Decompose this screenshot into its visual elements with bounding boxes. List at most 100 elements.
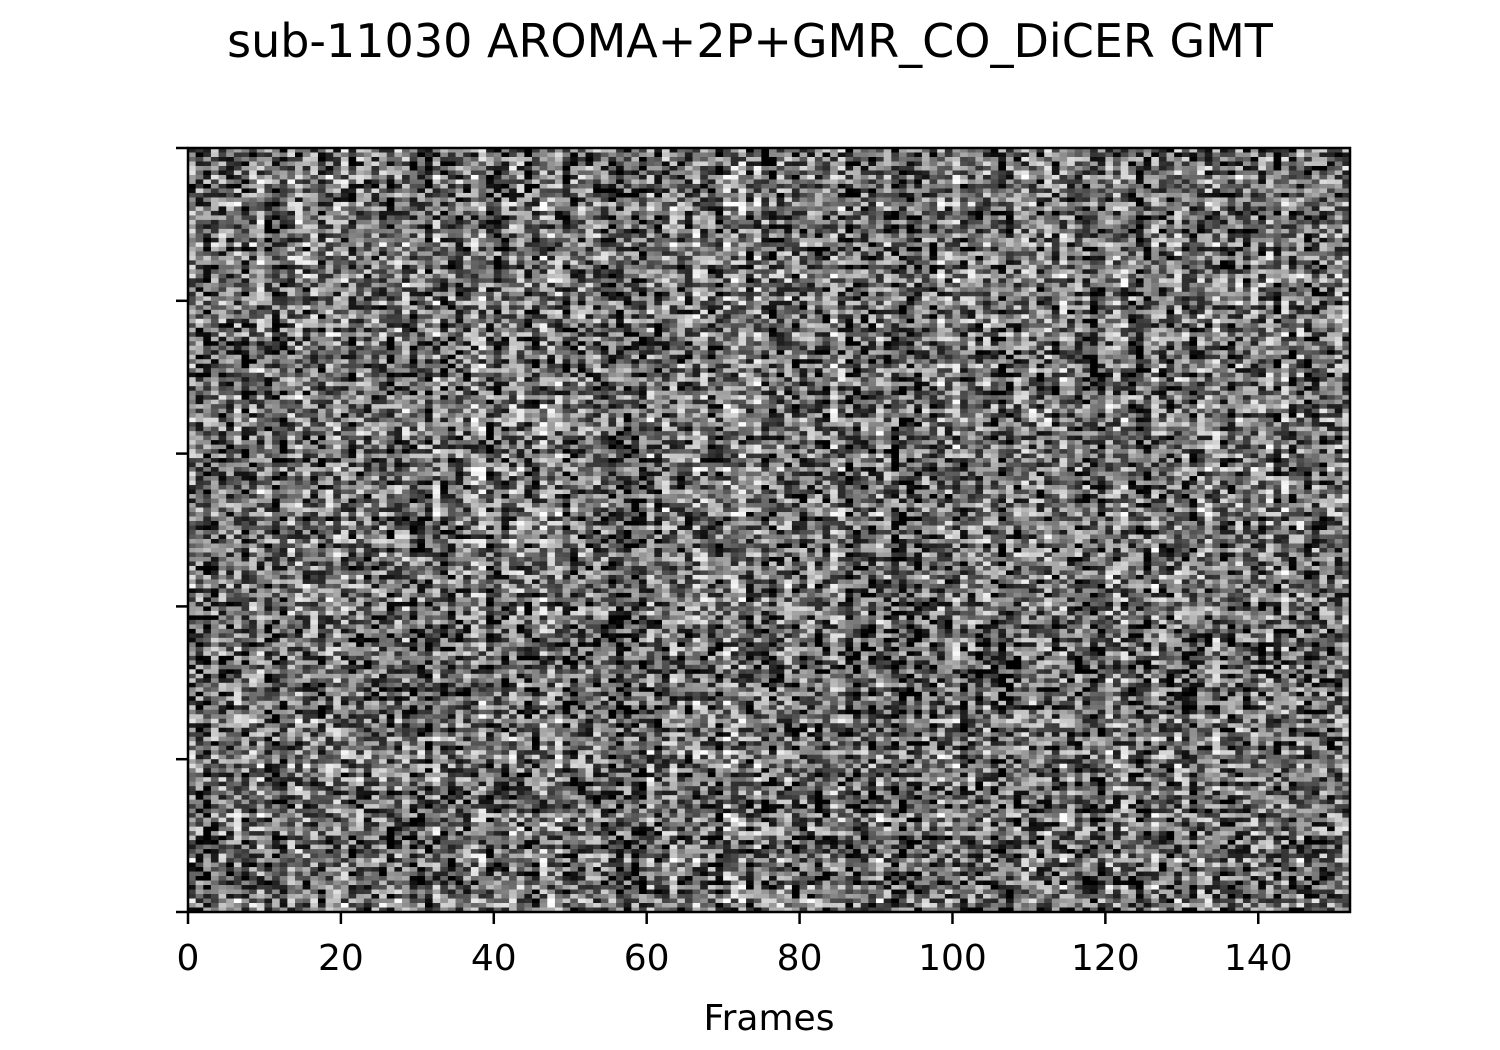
- heatmap-cell: [242, 161, 250, 166]
- heatmap-cell: [272, 795, 280, 800]
- heatmap-cell: [264, 355, 272, 360]
- heatmap-cell: [203, 624, 211, 629]
- heatmap-cell: [371, 845, 379, 850]
- heatmap-cell: [249, 188, 257, 193]
- heatmap-cell: [234, 557, 242, 562]
- heatmap-cell: [234, 211, 242, 216]
- heatmap-cell: [394, 705, 402, 710]
- heatmap-cell: [226, 885, 234, 890]
- heatmap-cell: [364, 845, 372, 850]
- heatmap-cell: [257, 494, 265, 499]
- heatmap-cell: [219, 723, 227, 728]
- heatmap-cell: [234, 508, 242, 513]
- heatmap-cell: [341, 431, 349, 436]
- heatmap-cell: [226, 737, 234, 742]
- heatmap-cell: [211, 472, 219, 477]
- heatmap-cell: [280, 660, 288, 665]
- heatmap-cell: [226, 413, 234, 418]
- heatmap-cell: [356, 746, 364, 751]
- heatmap-cell: [341, 890, 349, 895]
- heatmap-cell: [326, 233, 334, 238]
- heatmap-cell: [203, 422, 211, 427]
- heatmap-cell: [402, 283, 410, 288]
- heatmap-cell: [341, 427, 349, 432]
- heatmap-cell: [341, 903, 349, 908]
- heatmap-cell: [287, 534, 295, 539]
- heatmap-cell: [410, 341, 418, 346]
- heatmap-cell: [295, 552, 303, 557]
- heatmap-cell: [257, 445, 265, 450]
- heatmap-cell: [242, 400, 250, 405]
- heatmap-cell: [341, 512, 349, 517]
- heatmap-cell: [394, 314, 402, 319]
- heatmap-cells: [188, 148, 1350, 912]
- heatmap-cell: [234, 476, 242, 481]
- heatmap-cell: [234, 521, 242, 526]
- heatmap-cell: [280, 166, 288, 171]
- heatmap-cell: [326, 454, 334, 459]
- heatmap-cell: [295, 867, 303, 872]
- heatmap-cell: [333, 238, 341, 243]
- heatmap-cell: [196, 364, 204, 369]
- heatmap-cell: [264, 809, 272, 814]
- heatmap-cell: [394, 633, 402, 638]
- heatmap-cell: [264, 660, 272, 665]
- heatmap-cell: [219, 526, 227, 531]
- heatmap-cell: [257, 382, 265, 387]
- heatmap-cell: [295, 350, 303, 355]
- heatmap-cell: [310, 584, 318, 589]
- heatmap-cell: [371, 206, 379, 211]
- heatmap-cell: [303, 166, 311, 171]
- heatmap-cell: [203, 296, 211, 301]
- heatmap-cell: [280, 508, 288, 513]
- heatmap-cell: [295, 328, 303, 333]
- heatmap-cell: [387, 310, 395, 315]
- heatmap-cell: [203, 683, 211, 688]
- heatmap-cell: [303, 242, 311, 247]
- heatmap-cell: [280, 782, 288, 787]
- heatmap-cell: [226, 660, 234, 665]
- heatmap-cell: [356, 665, 364, 670]
- heatmap-cell: [287, 310, 295, 315]
- heatmap-cell: [333, 710, 341, 715]
- heatmap-cell: [211, 517, 219, 522]
- heatmap-cell: [249, 400, 257, 405]
- heatmap-cell: [356, 287, 364, 292]
- heatmap-cell: [211, 620, 219, 625]
- heatmap-cell: [287, 481, 295, 486]
- heatmap-cell: [402, 323, 410, 328]
- heatmap-cell: [387, 157, 395, 162]
- heatmap-cell: [371, 215, 379, 220]
- heatmap-cell: [242, 503, 250, 508]
- heatmap-cell: [303, 566, 311, 571]
- heatmap-cell: [264, 319, 272, 324]
- heatmap-cell: [203, 292, 211, 297]
- heatmap-cell: [287, 809, 295, 814]
- heatmap-cell: [394, 836, 402, 841]
- heatmap-cell: [318, 436, 326, 441]
- heatmap-cell: [333, 283, 341, 288]
- heatmap-cell: [310, 557, 318, 562]
- heatmap-cell: [371, 301, 379, 306]
- heatmap-cell: [326, 166, 334, 171]
- heatmap-cell: [310, 890, 318, 895]
- heatmap-cell: [356, 305, 364, 310]
- heatmap-cell: [349, 831, 357, 836]
- heatmap-cell: [211, 642, 219, 647]
- heatmap-cell: [364, 854, 372, 859]
- heatmap-cell: [272, 463, 280, 468]
- heatmap-cell: [196, 872, 204, 877]
- heatmap-cell: [287, 382, 295, 387]
- heatmap-cell: [356, 620, 364, 625]
- heatmap-cell: [280, 804, 288, 809]
- heatmap-cell: [295, 723, 303, 728]
- heatmap-cell: [295, 674, 303, 679]
- heatmap-cell: [371, 755, 379, 760]
- heatmap-cell: [249, 332, 257, 337]
- heatmap-cell: [219, 220, 227, 225]
- heatmap-cell: [234, 314, 242, 319]
- heatmap-cell: [387, 633, 395, 638]
- heatmap-cell: [264, 737, 272, 742]
- heatmap-cell: [226, 620, 234, 625]
- heatmap-cell: [203, 490, 211, 495]
